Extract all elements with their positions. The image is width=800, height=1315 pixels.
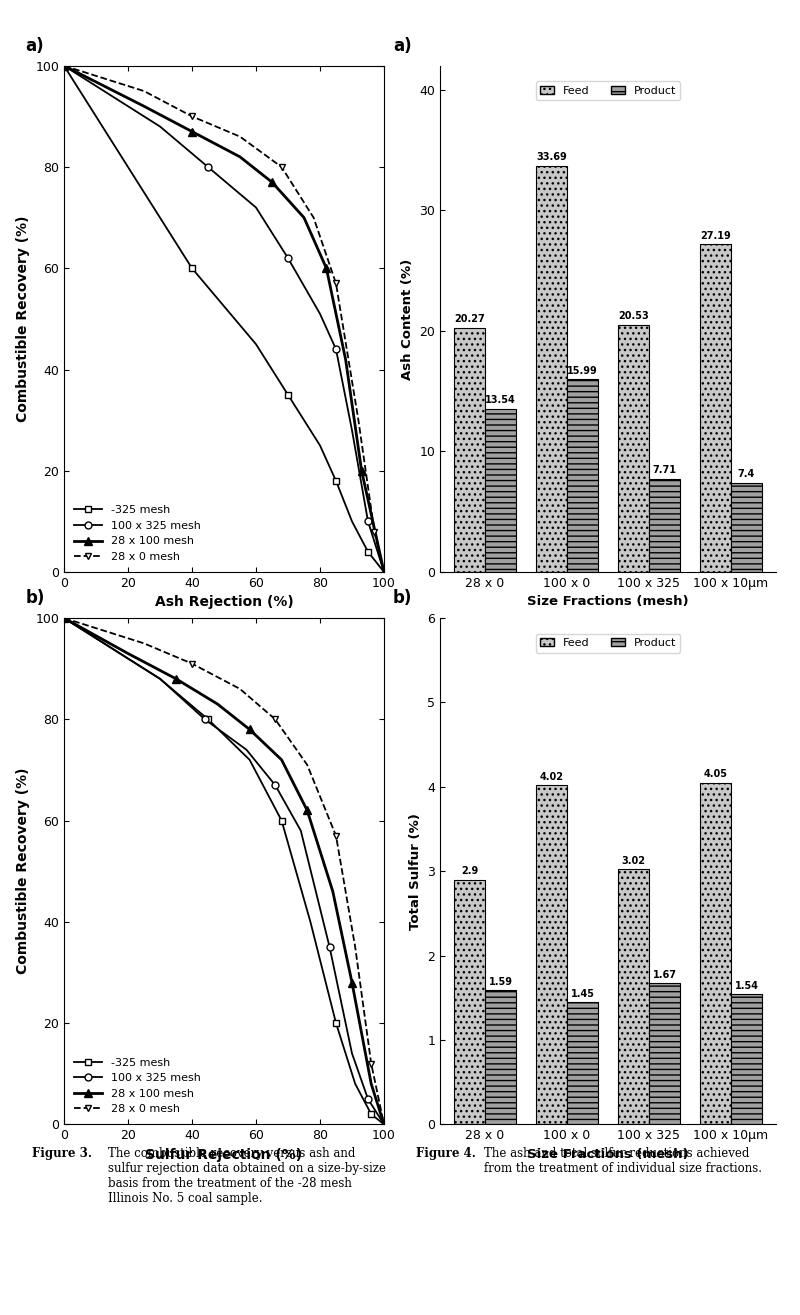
X-axis label: Sulfur Rejection (%): Sulfur Rejection (%): [146, 1148, 302, 1161]
Text: 2.9: 2.9: [461, 867, 478, 876]
Bar: [536, 785, 567, 1124]
Text: 15.99: 15.99: [567, 366, 598, 376]
Legend: Feed, Product: Feed, Product: [536, 82, 680, 100]
Text: 7.4: 7.4: [738, 469, 755, 479]
Bar: [618, 869, 649, 1124]
Y-axis label: Total Sulfur (%): Total Sulfur (%): [409, 813, 422, 930]
X-axis label: Size Fractions (mesh): Size Fractions (mesh): [527, 596, 689, 609]
Legend: -325 mesh, 100 x 325 mesh, 28 x 100 mesh, 28 x 0 mesh: -325 mesh, 100 x 325 mesh, 28 x 100 mesh…: [70, 501, 205, 567]
Text: 1.45: 1.45: [570, 989, 594, 998]
Text: a): a): [393, 37, 411, 54]
Text: b): b): [393, 589, 412, 606]
Text: 13.54: 13.54: [486, 396, 516, 405]
Bar: [700, 782, 731, 1124]
Text: 4.02: 4.02: [539, 772, 563, 781]
Bar: [485, 990, 516, 1124]
Text: b): b): [26, 589, 45, 606]
Text: The ash and total sulfur reductions achieved
from the treatment of individual si: The ash and total sulfur reductions achi…: [484, 1147, 762, 1174]
Legend: Feed, Product: Feed, Product: [536, 634, 680, 652]
Bar: [567, 1002, 598, 1124]
Text: Figure 3.: Figure 3.: [32, 1147, 92, 1160]
Bar: [649, 984, 680, 1124]
Bar: [485, 409, 516, 572]
Bar: [454, 327, 485, 572]
X-axis label: Ash Rejection (%): Ash Rejection (%): [154, 596, 294, 609]
Bar: [567, 379, 598, 572]
Bar: [649, 479, 680, 572]
Text: 27.19: 27.19: [700, 230, 730, 241]
Y-axis label: Ash Content (%): Ash Content (%): [401, 258, 414, 380]
Bar: [731, 994, 762, 1124]
Text: 7.71: 7.71: [653, 466, 677, 476]
Text: Figure 4.: Figure 4.: [416, 1147, 476, 1160]
Text: 20.27: 20.27: [454, 314, 485, 323]
Legend: -325 mesh, 100 x 325 mesh, 28 x 100 mesh, 28 x 0 mesh: -325 mesh, 100 x 325 mesh, 28 x 100 mesh…: [70, 1053, 205, 1119]
Text: 1.59: 1.59: [489, 977, 513, 986]
Text: a): a): [26, 37, 44, 54]
Text: 3.02: 3.02: [622, 856, 646, 867]
Text: 20.53: 20.53: [618, 310, 649, 321]
Text: The combustible recovery versus ash and
sulfur rejection data obtained on a size: The combustible recovery versus ash and …: [108, 1147, 386, 1205]
Text: 33.69: 33.69: [536, 153, 567, 162]
Y-axis label: Combustible Recovery (%): Combustible Recovery (%): [16, 216, 30, 422]
Bar: [536, 166, 567, 572]
Text: 1.54: 1.54: [734, 981, 758, 992]
Text: 1.67: 1.67: [653, 970, 677, 980]
Bar: [700, 245, 731, 572]
Bar: [454, 880, 485, 1124]
Bar: [618, 325, 649, 572]
Text: 4.05: 4.05: [703, 769, 727, 780]
Bar: [731, 483, 762, 572]
X-axis label: Size Fractions (mesh): Size Fractions (mesh): [527, 1148, 689, 1161]
Y-axis label: Combustible Recovery (%): Combustible Recovery (%): [16, 768, 30, 974]
